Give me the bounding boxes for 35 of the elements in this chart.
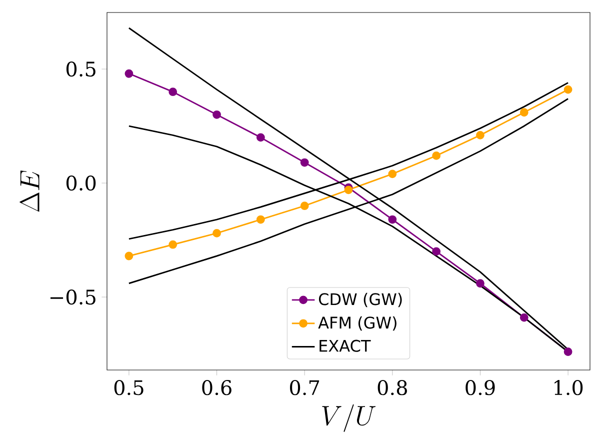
y-tick-label: 0.5 bbox=[66, 61, 96, 77]
point bbox=[476, 130, 484, 140]
legend-label: CDW (GW) bbox=[318, 292, 402, 308]
point bbox=[344, 186, 353, 194]
point bbox=[300, 158, 309, 167]
point bbox=[168, 88, 178, 96]
legend-label: AFM (GW) bbox=[318, 316, 396, 331]
point bbox=[212, 110, 221, 119]
point bbox=[212, 229, 221, 238]
y-axis-title: $\Delta E$ bbox=[20, 170, 40, 212]
x-tick-label: 1.0 bbox=[554, 380, 583, 396]
point bbox=[300, 202, 309, 210]
point bbox=[520, 313, 528, 322]
point bbox=[476, 279, 484, 288]
x-tick-label: 0.5 bbox=[114, 380, 144, 396]
point bbox=[388, 215, 397, 224]
point bbox=[124, 69, 134, 78]
point bbox=[564, 85, 572, 94]
point bbox=[520, 108, 528, 117]
point bbox=[168, 240, 178, 249]
point bbox=[256, 133, 265, 142]
legend-label: EXACT bbox=[320, 340, 371, 352]
x-axis-title: $V/U$ bbox=[322, 404, 376, 432]
point bbox=[432, 151, 441, 160]
x-tick-label: 0.7 bbox=[290, 380, 320, 396]
point bbox=[564, 348, 572, 356]
x-tick-label: 0.6 bbox=[202, 380, 232, 396]
point bbox=[256, 215, 265, 224]
y-tick-label: 0.0 bbox=[66, 175, 96, 191]
x-tick-label: 0.9 bbox=[466, 380, 495, 396]
x-tick-label: 0.8 bbox=[378, 380, 407, 396]
y-tick-label: −0.5 bbox=[50, 289, 96, 305]
point bbox=[124, 252, 134, 260]
point bbox=[388, 170, 397, 178]
point bbox=[432, 247, 441, 256]
